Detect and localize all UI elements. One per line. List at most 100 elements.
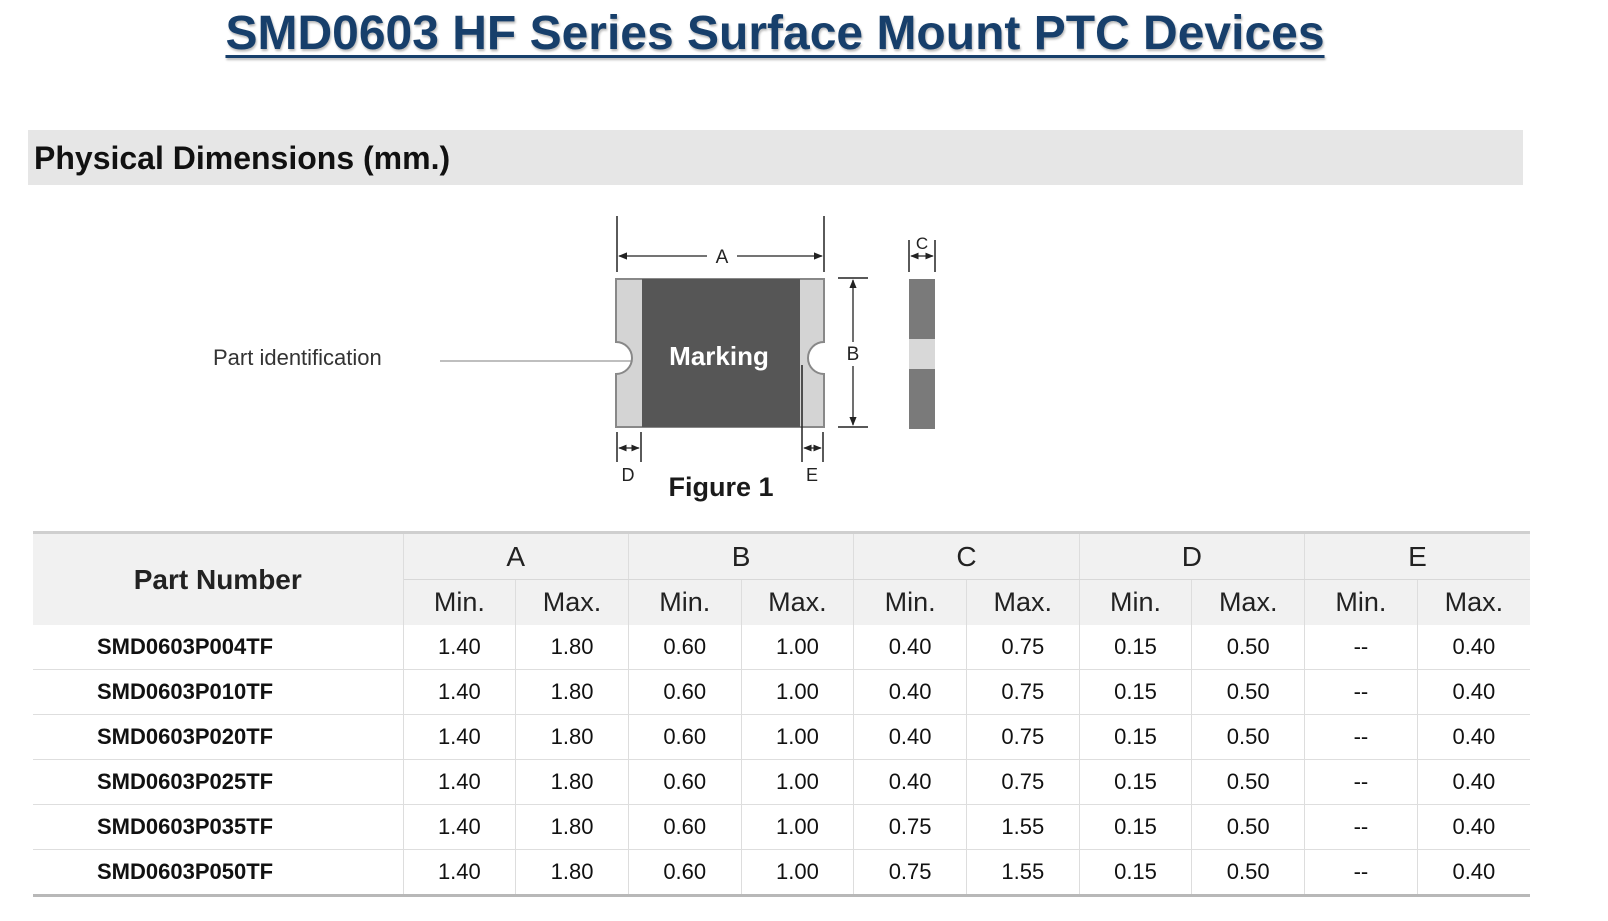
value-cell: 1.80 [515, 714, 629, 760]
value-cell: 0.15 [1079, 759, 1193, 805]
value-cell: 0.60 [628, 849, 742, 896]
dimensions-table: Part Number A B C D E Min. Max. Min. Max… [33, 531, 1530, 897]
side-view-middle [909, 339, 935, 369]
subheader-c-max: Max. [966, 579, 1080, 625]
group-header-a: A [403, 532, 629, 580]
value-cell: 0.60 [628, 759, 742, 805]
section-header: Physical Dimensions (mm.) [28, 130, 1523, 185]
subheader-b-min: Min. [628, 579, 742, 625]
dim-a-label: A [716, 247, 729, 268]
value-cell: 1.40 [403, 759, 517, 805]
value-cell: 0.50 [1191, 625, 1306, 670]
value-cell: 1.40 [403, 849, 517, 896]
value-cell: 1.55 [966, 849, 1080, 896]
value-cell: 1.80 [515, 625, 629, 670]
value-cell: 0.50 [1191, 804, 1306, 850]
table-row: SMD0603P020TF 1.40 1.80 0.60 1.00 0.40 0… [33, 714, 1530, 760]
value-cell: 0.40 [1417, 849, 1530, 896]
value-cell: 0.60 [628, 804, 742, 850]
value-cell: 0.60 [628, 669, 742, 715]
subheader-b-max: Max. [741, 579, 855, 625]
group-header-e: E [1304, 532, 1530, 580]
value-cell: 0.50 [1191, 714, 1306, 760]
table-row: SMD0603P010TF 1.40 1.80 0.60 1.00 0.40 0… [33, 669, 1530, 715]
value-cell: 0.75 [853, 804, 967, 850]
value-cell: 0.15 [1079, 849, 1193, 896]
part-number-cell: SMD0603P004TF [33, 625, 404, 670]
value-cell: 1.00 [741, 625, 855, 670]
part-number-header: Part Number [33, 532, 404, 625]
value-cell: 1.40 [403, 714, 517, 760]
value-cell: 1.40 [403, 804, 517, 850]
value-cell: 0.40 [1417, 625, 1530, 670]
value-cell: 1.80 [515, 669, 629, 715]
value-cell: 1.40 [403, 669, 517, 715]
table-row: SMD0603P025TF 1.40 1.80 0.60 1.00 0.40 0… [33, 759, 1530, 805]
value-cell: 0.75 [853, 849, 967, 896]
value-cell: 0.15 [1079, 714, 1193, 760]
value-cell: 1.80 [515, 849, 629, 896]
value-cell: 1.00 [741, 849, 855, 896]
subheader-a-max: Max. [515, 579, 629, 625]
part-number-cell: SMD0603P050TF [33, 849, 404, 896]
value-cell: 0.40 [853, 625, 967, 670]
table-row: SMD0603P004TF 1.40 1.80 0.60 1.00 0.40 0… [33, 625, 1530, 670]
value-cell: 0.60 [628, 625, 742, 670]
value-cell: 0.75 [966, 759, 1080, 805]
value-cell: 1.00 [741, 804, 855, 850]
value-cell: -- [1304, 714, 1418, 760]
value-cell: 1.00 [741, 714, 855, 760]
value-cell: 0.75 [966, 669, 1080, 715]
side-view-bottom [909, 369, 935, 429]
figure-caption: Figure 1 [668, 472, 773, 502]
table-subheader-row: Min. Max. Min. Max. Min. Max. Min. Max. … [33, 579, 1530, 625]
value-cell: 0.15 [1079, 625, 1193, 670]
value-cell: 0.50 [1191, 759, 1306, 805]
subheader-e-min: Min. [1304, 579, 1418, 625]
subheader-c-min: Min. [853, 579, 967, 625]
value-cell: 0.40 [1417, 714, 1530, 760]
group-header-b: B [628, 532, 855, 580]
dim-d-label: D [622, 465, 635, 485]
part-number-cell: SMD0603P035TF [33, 804, 404, 850]
side-view-top [909, 279, 935, 339]
value-cell: 1.40 [403, 625, 517, 670]
value-cell: -- [1304, 759, 1418, 805]
subheader-d-max: Max. [1191, 579, 1306, 625]
dim-b-label: B [847, 344, 860, 365]
value-cell: 0.40 [853, 759, 967, 805]
value-cell: 0.40 [1417, 804, 1530, 850]
value-cell: 1.80 [515, 759, 629, 805]
value-cell: 1.00 [741, 759, 855, 805]
page-title: SMD0603 HF Series Surface Mount PTC Devi… [225, 7, 1325, 60]
section-title: Physical Dimensions (mm.) [34, 140, 451, 176]
value-cell: 0.40 [1417, 759, 1530, 805]
value-cell: 0.40 [853, 669, 967, 715]
group-header-d: D [1079, 532, 1306, 580]
value-cell: 1.80 [515, 804, 629, 850]
part-number-cell: SMD0603P025TF [33, 759, 404, 805]
value-cell: -- [1304, 669, 1418, 715]
value-cell: 0.75 [966, 714, 1080, 760]
value-cell: 0.75 [966, 625, 1080, 670]
value-cell: 0.15 [1079, 804, 1193, 850]
value-cell: 0.50 [1191, 849, 1306, 896]
group-header-c: C [853, 532, 1080, 580]
marking-label: Marking [669, 341, 769, 371]
part-number-cell: SMD0603P020TF [33, 714, 404, 760]
callout-label: Part identification [213, 345, 382, 370]
table-group-header-row: Part Number A B C D E [33, 532, 1530, 625]
value-cell: -- [1304, 625, 1418, 670]
value-cell: 0.60 [628, 714, 742, 760]
dimension-figure: Part identification A Marking B C D E Fi… [213, 216, 936, 502]
value-cell: -- [1304, 804, 1418, 850]
value-cell: 1.00 [741, 669, 855, 715]
component-body [642, 279, 800, 427]
subheader-d-min: Min. [1079, 579, 1193, 625]
value-cell: 0.40 [1417, 669, 1530, 715]
table-row: SMD0603P035TF 1.40 1.80 0.60 1.00 0.75 1… [33, 804, 1530, 850]
value-cell: 0.15 [1079, 669, 1193, 715]
part-number-cell: SMD0603P010TF [33, 669, 404, 715]
value-cell: 0.40 [853, 714, 967, 760]
table-row: SMD0603P050TF 1.40 1.80 0.60 1.00 0.75 1… [33, 849, 1530, 896]
